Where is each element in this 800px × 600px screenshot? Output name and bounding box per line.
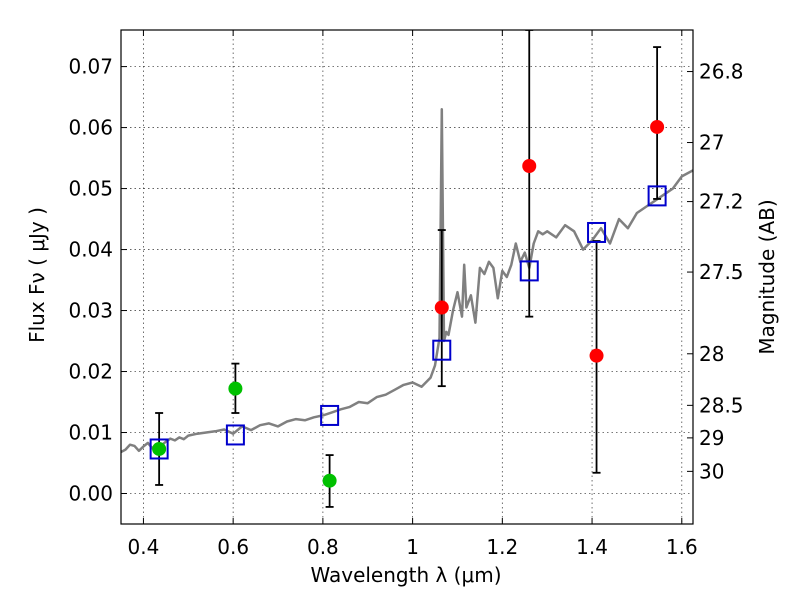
x-tick-label: 0.6 — [217, 535, 249, 559]
right-axis-label: Magnitude (AB) — [755, 199, 779, 354]
mag-tick-label: 30 — [699, 459, 724, 483]
y-tick-label: 0.02 — [68, 360, 113, 384]
tick-layer: 0.4 0.6 0.8 1 1.2 1.4 1.6 0.00 0.01 0.02 0.03 0.04 0… — [68, 30, 744, 559]
data-point — [152, 441, 167, 456]
mag-tick-label: 27.2 — [699, 190, 744, 214]
model-photometry-point — [647, 185, 667, 207]
model-photometry-point — [432, 339, 452, 361]
x-tick-label: 1.6 — [666, 535, 698, 559]
plot-frame — [120, 29, 694, 525]
model-photometry-point — [320, 404, 340, 426]
y-tick-label: 0.01 — [68, 421, 113, 445]
data-layer — [121, 30, 693, 508]
model-photometry-point — [519, 260, 539, 282]
y-tick-label: 0.06 — [68, 116, 113, 140]
y-tick-label: 0.07 — [68, 55, 113, 79]
mag-tick-label: 29 — [699, 426, 724, 450]
data-point — [434, 300, 449, 315]
mag-tick-label: 28.5 — [699, 393, 744, 417]
model-photometry-point — [149, 438, 169, 460]
data-point — [228, 381, 243, 396]
data-point — [650, 119, 665, 134]
model-photometry-point — [587, 221, 607, 243]
y-tick-label: 0.03 — [68, 299, 113, 323]
mag-tick-label: 27 — [699, 131, 724, 155]
mag-tick-label: 26.8 — [699, 60, 744, 84]
x-tick-label: 1.2 — [486, 535, 518, 559]
x-tick-label: 0.8 — [307, 535, 339, 559]
x-axis-label: Wavelength λ (μm) — [310, 563, 501, 587]
mag-tick-label: 28 — [699, 342, 724, 366]
y-tick-label: 0.00 — [68, 482, 113, 506]
y-axis-label: Flux Fν ( μJy ) — [25, 207, 49, 343]
data-point — [322, 473, 337, 488]
x-tick-label: 1.4 — [576, 535, 608, 559]
model-photometry-point — [225, 424, 245, 446]
y-tick-label: 0.05 — [68, 177, 113, 201]
mag-tick-label: 27.5 — [699, 260, 744, 284]
data-point — [589, 348, 604, 363]
data-point — [522, 159, 537, 174]
x-tick-label: 0.4 — [128, 535, 160, 559]
model-spectrum-line — [121, 108, 693, 454]
y-tick-label: 0.04 — [68, 238, 113, 262]
grid-layer — [121, 30, 693, 524]
x-tick-label: 1 — [406, 535, 419, 559]
